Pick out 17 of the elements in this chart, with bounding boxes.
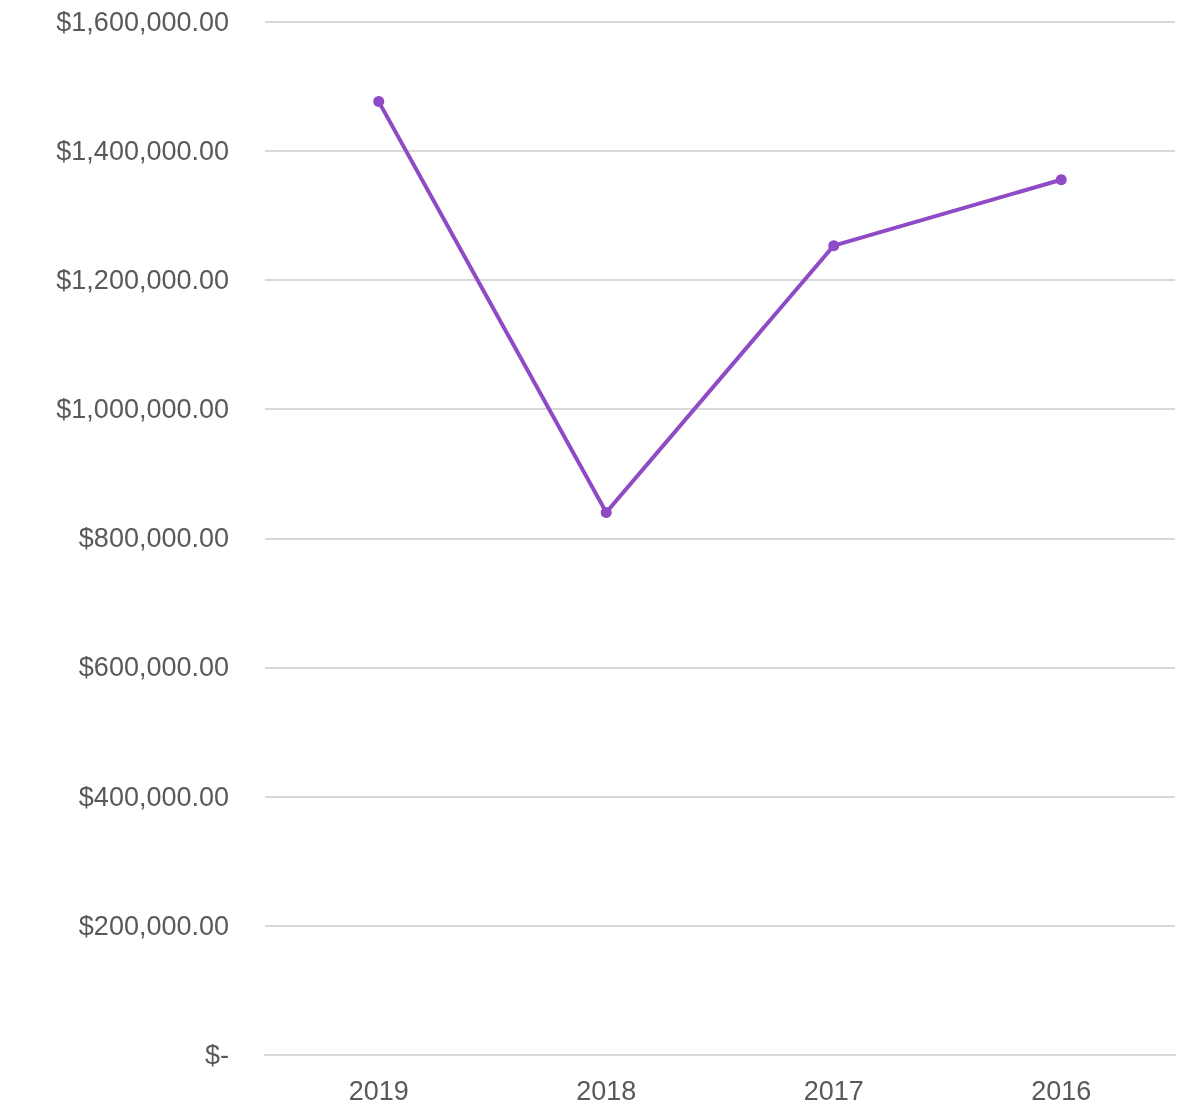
y-tick-label: $600,000.00: [78, 652, 229, 683]
x-tick-label: 2019: [348, 1075, 409, 1106]
y-tick-label: $1,200,000.00: [56, 264, 229, 295]
y-tick-label: $-: [204, 1040, 229, 1070]
y-tick-label: $400,000.00: [78, 781, 229, 812]
point: [373, 96, 385, 108]
x-tick-label: 2016: [1031, 1075, 1092, 1106]
point: [1055, 174, 1067, 186]
x-tick-label: 2018: [576, 1075, 637, 1106]
y-tick-label: $800,000.00: [78, 523, 229, 554]
y-tick-label: $1,400,000.00: [56, 135, 229, 166]
x-tick-label: 2017: [803, 1075, 864, 1106]
y-tick-label: $200,000.00: [78, 910, 229, 941]
y-tick-label: $1,000,000.00: [56, 394, 229, 425]
y-tick-label: $1,600,000.00: [56, 6, 229, 37]
point: [600, 506, 612, 518]
point: [828, 240, 840, 252]
